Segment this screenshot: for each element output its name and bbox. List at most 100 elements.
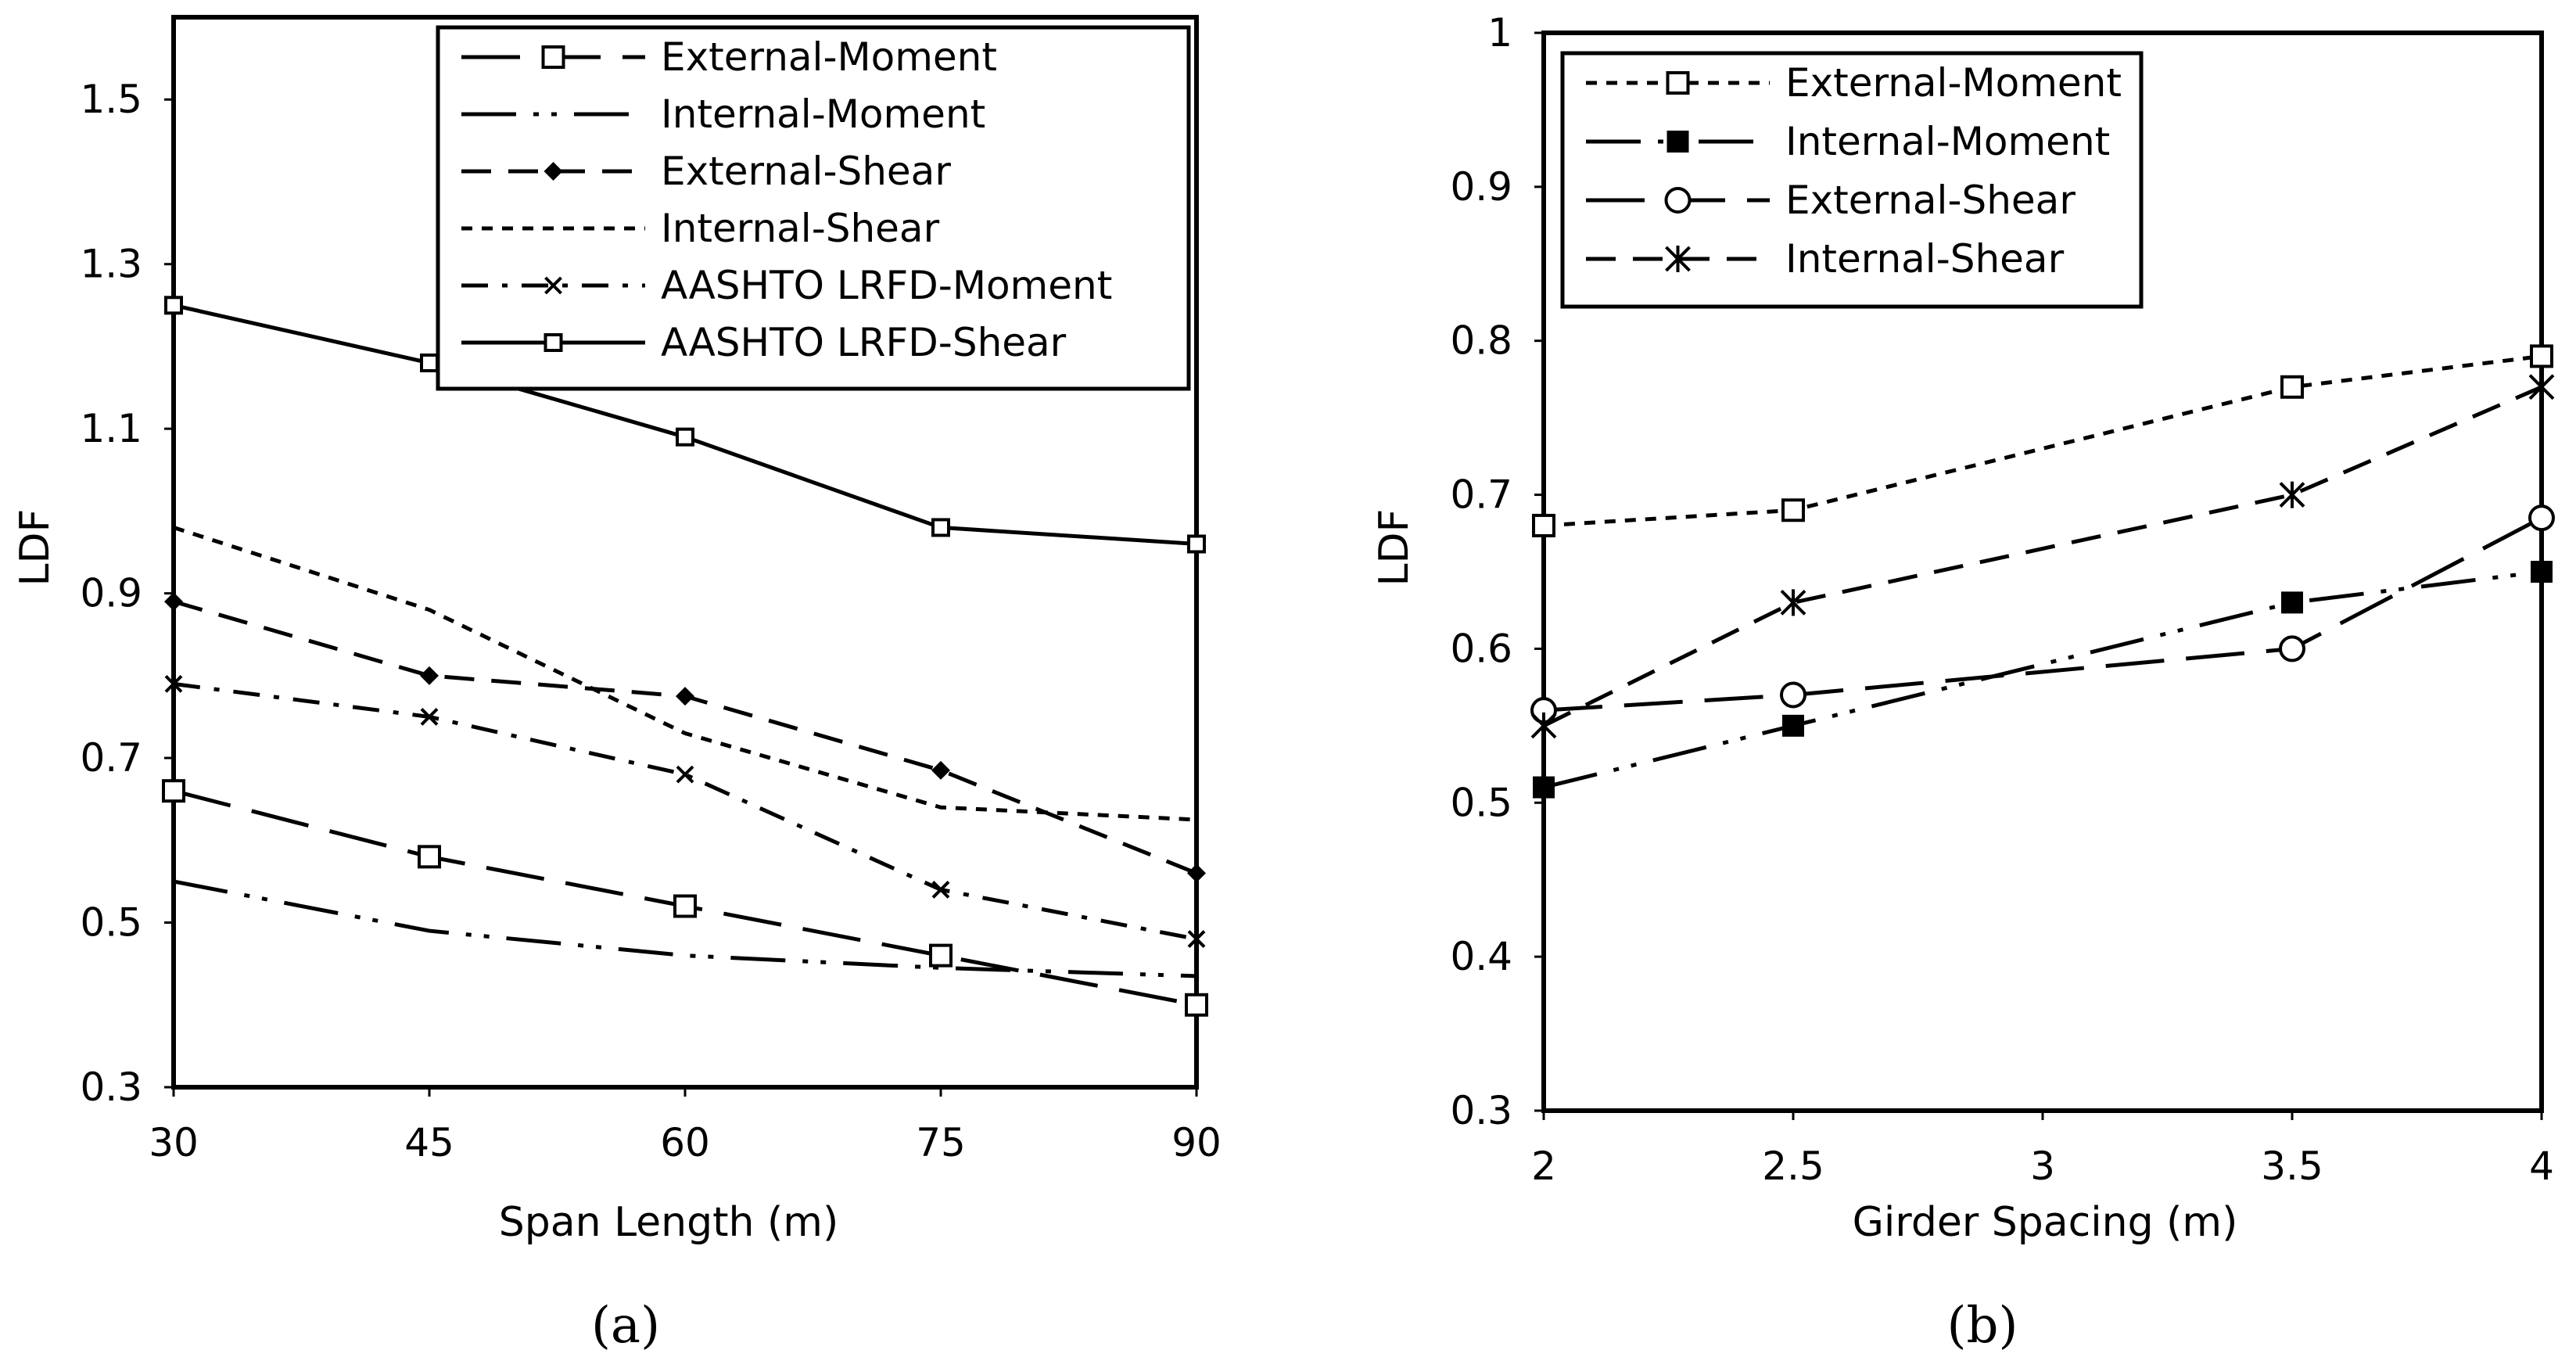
chart-a-ytick-label: 1.5 [80, 77, 142, 122]
chart-b-data-point [1530, 712, 1557, 739]
chart-b-panel-label: (b) [1947, 1297, 2018, 1355]
chart-a-legend-marker [544, 276, 562, 295]
chart-a-data-point [929, 943, 953, 968]
chart-a-data-point [162, 779, 185, 803]
chart-a-ytick-label: 0.7 [80, 735, 142, 781]
chart-a-legend-label: AASHTO LRFD-Shear [661, 320, 1067, 365]
chart-b-ytick-label: 0.6 [1450, 626, 1512, 671]
chart-b-data-point [1782, 714, 1804, 737]
chart-b-data-point [2279, 481, 2305, 508]
chart-a-data-point [676, 687, 694, 706]
chart-b-series-line [1542, 385, 2542, 728]
chart-b-ytick-label: 0.7 [1450, 472, 1512, 518]
chart-a-data-point [931, 760, 950, 780]
chart-b-xlabel: Girder Spacing (m) [1853, 1199, 2238, 1246]
chart-b-series-line [1543, 569, 2542, 790]
chart-b-ytick-label: 0.5 [1450, 780, 1512, 825]
chart-b-series-3 [1530, 504, 2555, 724]
chart-b-data-point [1533, 776, 1555, 799]
chart-b-data-point [1780, 681, 1806, 709]
chart-b-ytick-label: 0.8 [1450, 318, 1512, 364]
chart-a-legend-label: AASHTO LRFD-Moment [661, 263, 1112, 308]
chart-a-series-6 [164, 296, 1206, 554]
chart-b-xtick-label: 4 [2529, 1144, 2554, 1189]
chart-b-legend-item: Internal-Shear [1586, 236, 2065, 282]
chart-a-series-4 [173, 526, 1197, 822]
chart-b-series-4 [1530, 373, 2555, 739]
chart-a-ytick-label: 0.9 [80, 571, 142, 616]
chart-b-data-point [2528, 504, 2555, 532]
chart-b-legend-marker [1664, 187, 1692, 214]
chart-a-legend-marker [544, 333, 563, 352]
chart-b-series-line [1543, 515, 2543, 713]
chart-b-ytick-label: 0.3 [1450, 1088, 1512, 1133]
chart-a-panel-label: (a) [591, 1297, 660, 1355]
chart-b-series-1 [1532, 344, 2553, 537]
chart-a-data-point [418, 845, 441, 869]
chart-a-series-3 [164, 592, 1206, 883]
chart-a-legend-box [436, 25, 1191, 391]
chart-a-legend-item: Internal-Shear [461, 206, 940, 251]
chart-b-data-point [1532, 513, 1555, 537]
chart-a-data-point [676, 765, 694, 784]
chart-a-data-point [420, 666, 439, 685]
chart-a-data-point [1187, 930, 1206, 948]
chart-b-series-line [1543, 354, 2542, 528]
chart-a-legend-label: Internal-Shear [661, 206, 940, 251]
chart-a-data-point [931, 518, 950, 537]
chart-b-ytick-label: 1 [1487, 10, 1512, 56]
chart-b-data-point [2530, 344, 2553, 368]
chart-a-data-point [1187, 534, 1206, 554]
chart-b-data-point [1781, 498, 1805, 522]
chart-b-legend-label: Internal-Moment [1785, 119, 2110, 164]
chart-b-legend-box [1560, 51, 2144, 309]
chart-a-data-point [164, 296, 183, 315]
chart-b-data-point [2531, 561, 2553, 583]
chart-a-xtick-label: 75 [916, 1120, 966, 1165]
chart-a-data-point [931, 881, 950, 899]
chart-b-xtick-label: 3 [2030, 1144, 2055, 1189]
chart-b-legend-label: External-Shear [1785, 178, 2076, 223]
chart-a-ytick-label: 0.3 [80, 1065, 142, 1110]
chart-a-legend-item: External-Moment [461, 34, 997, 80]
chart-a-xtick-label: 90 [1171, 1120, 1222, 1165]
chart-b-xtick-label: 3.5 [2261, 1144, 2323, 1189]
chart-b-legend-item: Internal-Moment [1586, 119, 2110, 164]
chart-a-series-line [173, 526, 1197, 822]
chart-b-ytick-label: 0.4 [1450, 934, 1512, 979]
chart-b-data-point [2528, 373, 2555, 400]
chart-b-series-2 [1533, 561, 2553, 799]
chart-a-legend-label: External-Shear [661, 149, 951, 194]
chart-a-legend-label: External-Moment [661, 34, 997, 80]
chart-a-data-point [1185, 993, 1208, 1017]
chart-b-legend-marker [1666, 71, 1690, 95]
chart-b-legend-label: Internal-Shear [1785, 236, 2065, 282]
chart-a-legend: External-Moment Internal-Moment External-S… [436, 25, 1191, 391]
chart-a-ytick-label: 0.5 [80, 900, 142, 946]
chart-a-ytick-label: 1.3 [80, 242, 142, 287]
chart-a-xlabel: Span Length (m) [499, 1199, 838, 1246]
chart-b-legend-item: External-Moment [1586, 60, 2122, 106]
chart-b-ylabel: LDF [1371, 509, 1418, 587]
chart-a-data-point [164, 592, 183, 612]
chart-a-xtick-label: 45 [404, 1120, 454, 1165]
chart-a-data-point [1187, 864, 1206, 883]
chart-a-legend-item: External-Shear [461, 149, 951, 194]
chart-a-legend-item: AASHTO LRFD-Moment [461, 263, 1112, 308]
chart-a-series-5 [164, 674, 1206, 948]
chart-a-legend-item: Internal-Moment [461, 92, 985, 137]
chart-a-xtick-label: 30 [149, 1120, 199, 1165]
chart-b: 0.3 0.4 0.5 0.6 0.7 0.8 0.9 1 2 2.5 3 3.5 4 External-… [1450, 10, 2555, 1189]
chart-b-legend-marker [1665, 246, 1691, 272]
chart-b-data-point [1780, 589, 1806, 616]
chart-b-legend-item: External-Shear [1586, 178, 2076, 223]
chart-a-data-point [676, 427, 694, 447]
chart-a-legend-marker [544, 162, 563, 181]
chart-b-ytick-label: 0.9 [1450, 164, 1512, 210]
chart-a-ytick-label: 1.1 [80, 406, 142, 451]
chart-b-legend: External-Moment Internal-Moment External-S… [1560, 51, 2144, 309]
chart-a-legend-label: Internal-Moment [661, 92, 985, 137]
chart-a-legend-item: AASHTO LRFD-Shear [461, 320, 1067, 365]
chart-b-data-point [2279, 635, 2305, 662]
